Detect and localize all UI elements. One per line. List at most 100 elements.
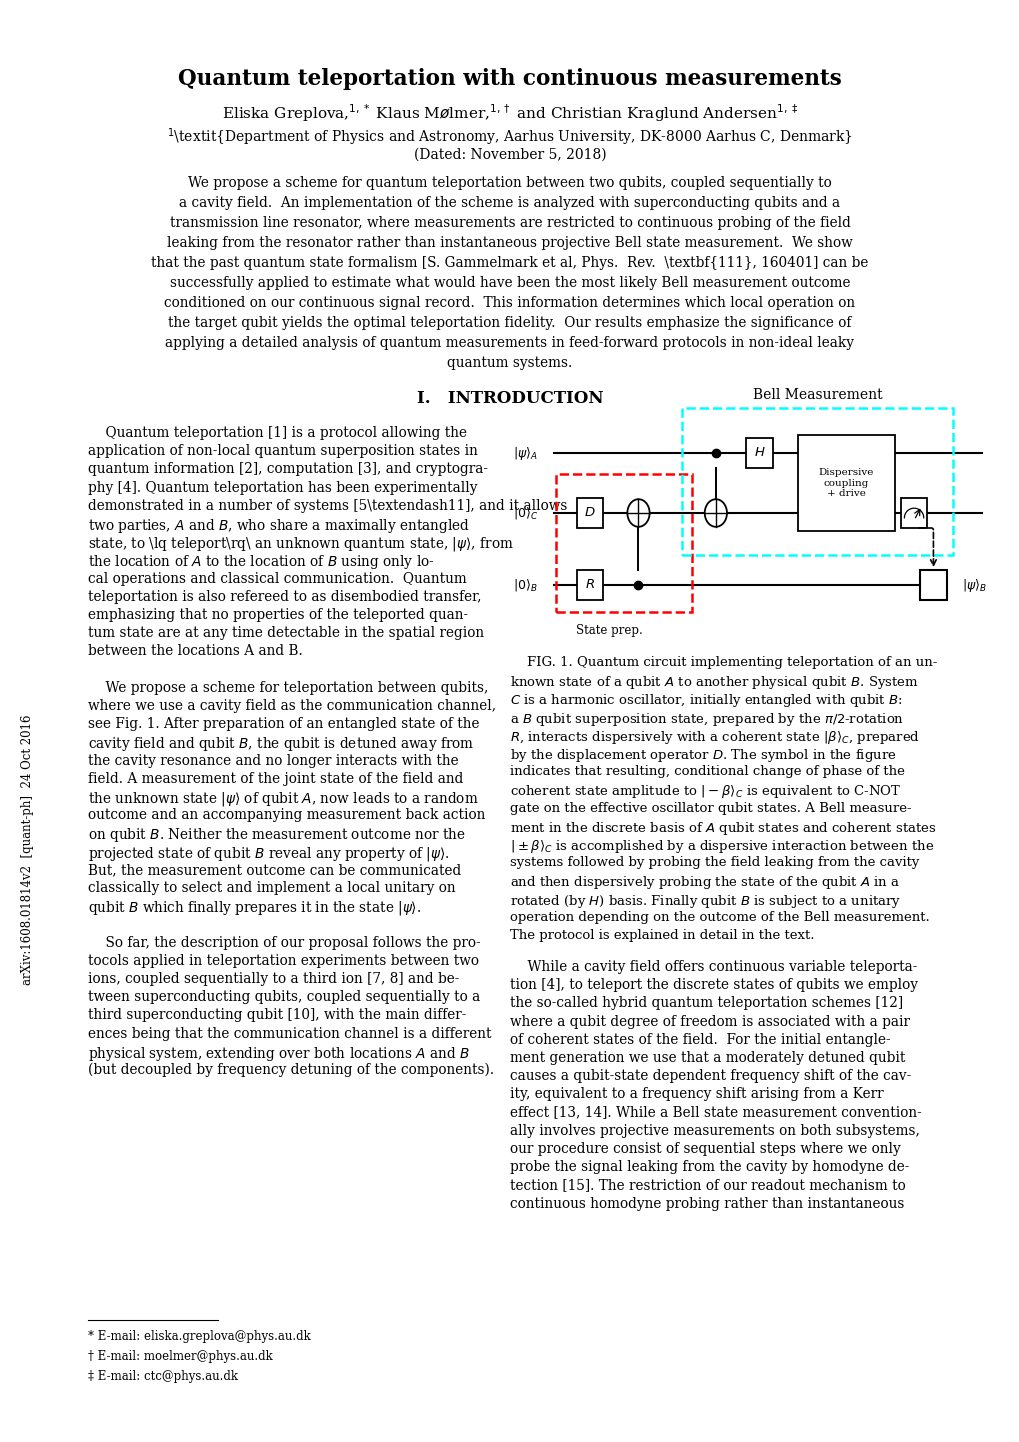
Text: $|\psi\rangle_B$: $|\psi\rangle_B$ [961,577,985,594]
Text: teleportation is also refereed to as disembodied transfer,: teleportation is also refereed to as dis… [88,590,481,604]
Text: see Fig. 1. After preparation of an entangled state of the: see Fig. 1. After preparation of an enta… [88,717,479,731]
Text: $|\pm\beta\rangle_C$ is accomplished by a dispersive interaction between the: $|\pm\beta\rangle_C$ is accomplished by … [510,838,933,855]
Text: conditioned on our continuous signal record.  This information determines which : conditioned on our continuous signal rec… [164,296,855,310]
Text: tum state are at any time detectable in the spatial region: tum state are at any time detectable in … [88,626,484,640]
Text: Quantum teleportation [1] is a protocol allowing the: Quantum teleportation [1] is a protocol … [88,425,467,440]
Text: a $B$ qubit superposition state, prepared by the $\pi/2$-rotation: a $B$ qubit superposition state, prepare… [510,711,903,728]
Text: the so-called hybrid quantum teleportation schemes [12]: the so-called hybrid quantum teleportati… [510,996,902,1011]
Text: $D$: $D$ [584,506,595,519]
Text: the cavity resonance and no longer interacts with the: the cavity resonance and no longer inter… [88,754,459,767]
Text: ment in the discrete basis of $A$ qubit states and coherent states: ment in the discrete basis of $A$ qubit … [510,820,935,836]
Text: effect [13, 14]. While a Bell state measurement convention-: effect [13, 14]. While a Bell state meas… [510,1106,921,1119]
Text: * E-mail: eliska.greplova@phys.au.dk: * E-mail: eliska.greplova@phys.au.dk [88,1330,311,1343]
Text: cavity field and qubit $B$, the qubit is detuned away from: cavity field and qubit $B$, the qubit is… [88,735,474,753]
Bar [555,474,691,611]
Text: $C$ is a harmonic oscillator, initially entangled with qubit $B$:: $C$ is a harmonic oscillator, initially … [510,692,902,709]
Text: $^1$\textit{Department of Physics and Astronomy, Aarhus University, DK-8000 Aarh: $^1$\textit{Department of Physics and As… [167,125,852,147]
Text: the target qubit yields the optimal teleportation fidelity.  Our results emphasi: the target qubit yields the optimal tele… [168,316,851,330]
Text: known state of a qubit $A$ to another physical qubit $B$. System: known state of a qubit $A$ to another ph… [510,675,918,691]
Bar [745,438,772,469]
Text: Quantum teleportation with continuous measurements: Quantum teleportation with continuous me… [178,68,841,89]
Text: of coherent states of the field.  For the initial entangle-: of coherent states of the field. For the… [510,1032,890,1047]
Text: $|0\rangle_C$: $|0\rangle_C$ [513,505,537,521]
Bar [577,570,603,600]
Text: tion [4], to teleport the discrete states of qubits we employ: tion [4], to teleport the discrete state… [510,978,917,992]
Text: and then dispersively probing the state of the qubit $A$ in a: and then dispersively probing the state … [510,874,900,891]
Text: transmission line resonator, where measurements are restricted to continuous pro: transmission line resonator, where measu… [169,216,850,231]
Text: State prep.: State prep. [575,624,642,637]
Text: operation depending on the outcome of the Bell measurement.: operation depending on the outcome of th… [510,911,929,924]
Text: phy [4]. Quantum teleportation has been experimentally: phy [4]. Quantum teleportation has been … [88,480,477,495]
Text: $\mathcal{M}$: $\mathcal{M}$ [904,506,922,521]
Text: While a cavity field offers continuous variable teleporta-: While a cavity field offers continuous v… [510,960,916,973]
Text: Dispersive
coupling
+ drive: Dispersive coupling + drive [818,469,873,497]
Circle shape [704,499,727,526]
Text: our procedure consist of sequential steps where we only: our procedure consist of sequential step… [510,1142,900,1156]
Text: a cavity field.  An implementation of the scheme is analyzed with superconductin: a cavity field. An implementation of the… [179,196,840,211]
Text: field. A measurement of the joint state of the field and: field. A measurement of the joint state … [88,771,463,786]
Text: quantum systems.: quantum systems. [447,356,572,371]
Text: So far, the description of our proposal follows the pro-: So far, the description of our proposal … [88,936,480,950]
Text: ences being that the communication channel is a different: ences being that the communication chann… [88,1027,491,1041]
Text: coherent state amplitude to $|-\beta\rangle_C$ is equivalent to C-NOT: coherent state amplitude to $|-\beta\ran… [510,783,901,800]
Text: gate on the effective oscillator qubit states. A Bell measure-: gate on the effective oscillator qubit s… [510,802,911,815]
Text: applying a detailed analysis of quantum measurements in feed-forward protocols i: applying a detailed analysis of quantum … [165,336,854,350]
Text: $H$: $H$ [753,447,764,460]
Text: where we use a cavity field as the communication channel,: where we use a cavity field as the commu… [88,699,495,712]
Bar [682,408,952,555]
Text: (but decoupled by frequency detuning of the components).: (but decoupled by frequency detuning of … [88,1063,493,1077]
Text: outcome and an accompanying measurement back action: outcome and an accompanying measurement … [88,808,485,822]
Text: physical system, extending over both locations $A$ and $B$: physical system, extending over both loc… [88,1045,469,1063]
Text: ity, equivalent to a frequency shift arising from a Kerr: ity, equivalent to a frequency shift ari… [510,1087,882,1102]
Bar [900,497,926,528]
Text: $R$: $R$ [585,578,594,591]
Text: The protocol is explained in detail in the text.: The protocol is explained in detail in t… [510,929,814,942]
Text: quantum information [2], computation [3], and cryptogra-: quantum information [2], computation [3]… [88,463,487,476]
Text: FIG. 1. Quantum circuit implementing teleportation of an un-: FIG. 1. Quantum circuit implementing tel… [510,656,936,669]
Text: † E-mail: moelmer@phys.au.dk: † E-mail: moelmer@phys.au.dk [88,1350,272,1363]
Text: successfully applied to estimate what would have been the most likely Bell measu: successfully applied to estimate what wo… [169,275,850,290]
Text: tween superconducting qubits, coupled sequentially to a: tween superconducting qubits, coupled se… [88,991,480,1004]
Text: I.   INTRODUCTION: I. INTRODUCTION [417,389,602,407]
Text: leaking from the resonator rather than instantaneous projective Bell state measu: leaking from the resonator rather than i… [167,236,852,249]
Text: causes a qubit-state dependent frequency shift of the cav-: causes a qubit-state dependent frequency… [510,1069,910,1083]
Text: probe the signal leaking from the cavity by homodyne de-: probe the signal leaking from the cavity… [510,1161,909,1174]
Text: continuous homodyne probing rather than instantaneous: continuous homodyne probing rather than … [510,1197,904,1211]
Text: arXiv:1608.01814v2  [quant-ph]  24 Oct 2016: arXiv:1608.01814v2 [quant-ph] 24 Oct 201… [21,715,35,985]
Text: that the past quantum state formalism [S. Gammelmark et al, Phys.  Rev.  \textbf: that the past quantum state formalism [S… [151,257,868,270]
Circle shape [627,499,649,526]
Text: We propose a scheme for teleportation between qubits,: We propose a scheme for teleportation be… [88,681,488,695]
Bar [919,570,946,600]
Text: indicates that resulting, conditional change of phase of the: indicates that resulting, conditional ch… [510,766,904,779]
Text: emphasizing that no properties of the teleported quan-: emphasizing that no properties of the te… [88,609,468,622]
Text: classically to select and implement a local unitary on: classically to select and implement a lo… [88,881,455,895]
Text: (Dated: November 5, 2018): (Dated: November 5, 2018) [414,149,605,162]
Text: projected state of qubit $B$ reveal any property of $|\psi\rangle$.: projected state of qubit $B$ reveal any … [88,845,449,862]
Text: the location of $A$ to the location of $B$ using only lo-: the location of $A$ to the location of $… [88,554,434,571]
Text: But, the measurement outcome can be communicated: But, the measurement outcome can be comm… [88,862,461,877]
Text: ally involves projective measurements on both subsystems,: ally involves projective measurements on… [510,1123,919,1138]
Text: rotated (by $H$) basis. Finally qubit $B$ is subject to a unitary: rotated (by $H$) basis. Finally qubit $B… [510,893,901,910]
Text: ment generation we use that a moderately detuned qubit: ment generation we use that a moderately… [510,1051,905,1066]
Text: state, to \lq teleport\rq\ an unknown quantum state, $|\psi\rangle$, from: state, to \lq teleport\rq\ an unknown qu… [88,535,514,554]
Bar [577,497,603,528]
Text: ions, coupled sequentially to a third ion [7, 8] and be-: ions, coupled sequentially to a third io… [88,972,459,986]
Text: cal operations and classical communication.  Quantum: cal operations and classical communicati… [88,571,467,585]
Text: two parties, $A$ and $B$, who share a maximally entangled: two parties, $A$ and $B$, who share a ma… [88,518,470,535]
Bar [797,435,894,531]
Text: Bell Measurement: Bell Measurement [752,388,881,402]
Text: $|0\rangle_B$: $|0\rangle_B$ [513,577,537,593]
Text: on qubit $B$. Neither the measurement outcome nor the: on qubit $B$. Neither the measurement ou… [88,826,466,845]
Text: $R$, interacts dispersively with a coherent state $|\beta\rangle_C$, prepared: $R$, interacts dispersively with a coher… [510,728,919,746]
Text: tection [15]. The restriction of our readout mechanism to: tection [15]. The restriction of our rea… [510,1178,905,1193]
Text: demonstrated in a number of systems [5\textendash11], and it allows: demonstrated in a number of systems [5\t… [88,499,567,513]
Text: tocols applied in teleportation experiments between two: tocols applied in teleportation experime… [88,953,479,968]
Text: Eliska Greplova,$^{1,*}$ Klaus M$\o$lmer,$^{1,\dagger}$ and Christian Kraglund A: Eliska Greplova,$^{1,*}$ Klaus M$\o$lmer… [222,102,797,124]
Text: ‡ E-mail: ctc@phys.au.dk: ‡ E-mail: ctc@phys.au.dk [88,1370,237,1383]
Text: systems followed by probing the field leaking from the cavity: systems followed by probing the field le… [510,857,918,870]
Text: application of non-local quantum superposition states in: application of non-local quantum superpo… [88,444,478,459]
Text: between the locations A and B.: between the locations A and B. [88,645,303,659]
Text: We propose a scheme for quantum teleportation between two qubits, coupled sequen: We propose a scheme for quantum teleport… [187,176,832,190]
Text: third superconducting qubit [10], with the main differ-: third superconducting qubit [10], with t… [88,1008,466,1022]
Text: by the displacement operator $D$. The symbol in the figure: by the displacement operator $D$. The sy… [510,747,896,764]
